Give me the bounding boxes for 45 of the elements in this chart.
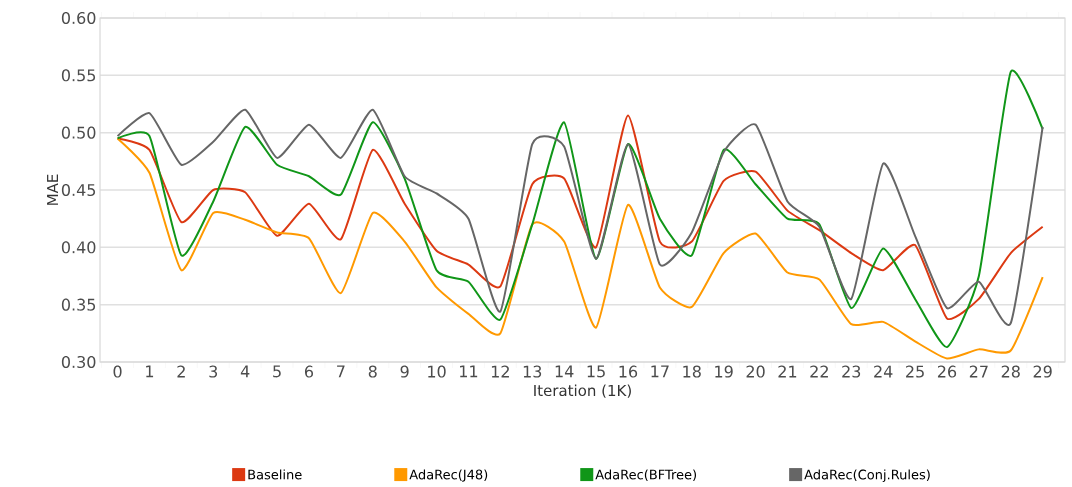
x-tick-label: 12 bbox=[491, 365, 509, 378]
x-tick-label: 19 bbox=[715, 365, 733, 378]
line-series bbox=[116, 137, 1044, 360]
y-tick-label: 0.60 bbox=[61, 11, 96, 25]
y-tick-label: 0.30 bbox=[61, 355, 96, 369]
x-tick-label: 0 bbox=[113, 365, 122, 378]
x-tick-label: 29 bbox=[1033, 365, 1052, 378]
x-tick-label: 2 bbox=[177, 365, 185, 378]
legend-label: Baseline bbox=[248, 469, 302, 480]
y-tick-label: 0.55 bbox=[61, 69, 96, 82]
x-tick-label: 26 bbox=[937, 365, 957, 378]
x-tick-label: 7 bbox=[337, 365, 345, 378]
x-tick-label: 25 bbox=[906, 365, 924, 378]
y-tick-label: 0.40 bbox=[61, 241, 96, 254]
y-axis-title: MAE bbox=[47, 174, 58, 205]
x-tick-label: 13 bbox=[523, 365, 542, 378]
legend-label: AdaRec(J48) bbox=[409, 469, 488, 482]
x-tick-label: 16 bbox=[619, 365, 638, 378]
x-tick-label: 18 bbox=[683, 365, 701, 378]
x-tick-label: 5 bbox=[273, 365, 281, 378]
x-tick-label: 21 bbox=[778, 365, 797, 378]
x-tick-label: 27 bbox=[969, 365, 988, 378]
x-tick-label: 9 bbox=[400, 365, 409, 378]
x-tick-label: 24 bbox=[874, 365, 893, 378]
x-tick-label: 8 bbox=[368, 365, 377, 378]
y-tick-label: 0.45 bbox=[61, 183, 96, 197]
x-tick-label: 23 bbox=[842, 365, 861, 378]
legend-label: AdaRec(Conj.Rules) bbox=[804, 469, 930, 482]
x-tick-label: 22 bbox=[810, 365, 828, 378]
y-tick-label: 0.35 bbox=[61, 298, 96, 311]
x-axis-title: Iteration (1K) bbox=[534, 384, 631, 398]
x-tick-label: 1 bbox=[146, 365, 154, 378]
x-tick-label: 20 bbox=[746, 365, 765, 378]
x-tick-label: 6 bbox=[304, 365, 314, 378]
x-tick-label: 3 bbox=[209, 365, 218, 378]
x-tick-label: 17 bbox=[651, 365, 669, 378]
x-tick-label: 15 bbox=[587, 365, 605, 378]
x-tick-label: 14 bbox=[555, 365, 574, 378]
line-series bbox=[116, 70, 1044, 349]
x-tick-label: 11 bbox=[460, 365, 478, 378]
legend-label: AdaRec(BFTree) bbox=[595, 469, 697, 481]
x-tick-label: 10 bbox=[428, 365, 446, 378]
x-tick-label: 4 bbox=[240, 365, 250, 378]
y-tick-label: 0.50 bbox=[61, 126, 96, 139]
x-tick-label: 28 bbox=[1001, 365, 1020, 378]
